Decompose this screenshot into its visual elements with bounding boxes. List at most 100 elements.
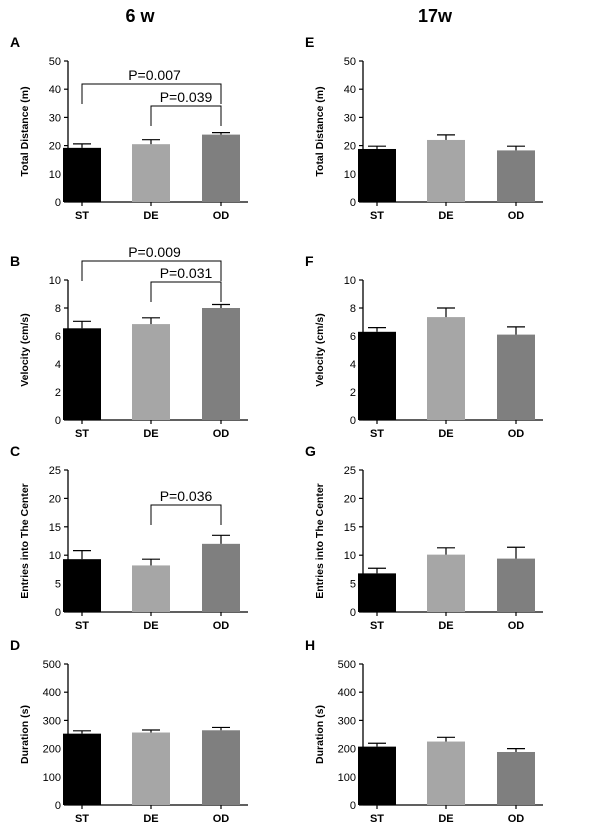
panel-h-ytick-label: 100 (338, 772, 356, 784)
panel-d-xtick-label-st: ST (75, 813, 89, 825)
panel-h-xtick-label-st: ST (370, 813, 384, 825)
panel-g-letter: G (305, 443, 316, 459)
panel-e-bar-de (427, 139, 465, 202)
panel-b-xtick-label-od: OD (213, 428, 230, 440)
panel-f-xtick-label-st: ST (370, 428, 384, 440)
panel-b-bar-de (132, 324, 170, 420)
panel-d-bar-st (63, 733, 101, 805)
panel-f-ytick-label: 6 (350, 331, 356, 343)
panel-e-ytick-label: 10 (344, 169, 356, 181)
panel-f-ytick-label: 0 (350, 415, 356, 427)
panel-a-sig-bracket (150, 105, 222, 126)
panel-e-letter: E (305, 34, 314, 50)
panel-b-ytick-label: 0 (55, 415, 61, 427)
panel-a-sig-bracket (81, 83, 222, 104)
panel-c-sig-label: P=0.036 (160, 488, 213, 504)
panel-f-bar-de (427, 317, 465, 420)
panel-c-y-axis-label: Entries into The Center (19, 483, 31, 599)
panel-d-y-axis-label: Duration (s) (19, 705, 31, 764)
panel-d-ytick-label: 300 (43, 715, 61, 727)
panel-b-ytick-label: 6 (55, 331, 61, 343)
panel-g-ytick-label: 0 (350, 607, 356, 619)
panel-a-sig-label: P=0.039 (160, 89, 213, 105)
panel-e-ytick-label: 30 (344, 112, 356, 124)
panel-g-bar-od (497, 558, 535, 612)
panel-f-letter: F (305, 253, 314, 269)
panel-g-xtick-label-od: OD (508, 620, 525, 632)
panel-d-ytick-label: 400 (43, 687, 61, 699)
panel-b-y-axis-label: Velocity (cm/s) (19, 313, 31, 387)
panel-e-ytick-label: 50 (344, 56, 356, 68)
panel-c-letter: C (10, 443, 20, 459)
panel-b: B 0 2 4 6 8 10 Velocity (cm/s) ST DE OD P=0.009 P=0.… (10, 244, 248, 440)
panel-c-bar-de (132, 565, 170, 612)
panel-e-ytick-label: 40 (344, 84, 356, 96)
panel-c-xtick-label-od: OD (213, 620, 230, 632)
panel-c-ytick-label: 0 (55, 607, 61, 619)
panel-a: A 0 10 20 30 40 50 Total Distance (m) ST DE OD P=0.… (10, 34, 248, 222)
panel-a-ytick-label: 50 (49, 56, 61, 68)
panel-f-ytick-label: 10 (344, 275, 356, 287)
panel-d-xtick-label-od: OD (213, 813, 230, 825)
panel-a-xtick-label-od: OD (213, 210, 230, 222)
panel-h-y-axis-label: Duration (s) (314, 705, 326, 764)
panel-h: H 0 100 200 300 400 500 Duration (s) ST DE OD (305, 637, 543, 825)
panel-b-ytick-label: 8 (55, 303, 61, 315)
panel-g-ytick-label: 20 (344, 493, 356, 505)
panel-c-ytick-label: 25 (49, 465, 61, 477)
panel-a-ytick-label: 30 (49, 112, 61, 124)
panel-c: C 0 5 10 15 20 25 Entries into The Center ST DE OD… (10, 443, 248, 632)
panel-h-ytick-label: 500 (338, 659, 356, 671)
panel-f-xtick-label-od: OD (508, 428, 525, 440)
panel-g-ytick-label: 5 (350, 579, 356, 591)
panel-b-bar-od (202, 308, 240, 420)
panel-h-ytick-label: 400 (338, 687, 356, 699)
panel-b-xtick-label-de: DE (143, 428, 158, 440)
panel-h-ytick-label: 200 (338, 744, 356, 756)
panel-a-bar-st (63, 147, 101, 202)
panel-e-xtick-label-st: ST (370, 210, 384, 222)
panel-f-bar-od (497, 334, 535, 420)
panel-g-xtick-label-st: ST (370, 620, 384, 632)
panel-b-ytick-label: 2 (55, 387, 61, 399)
panel-g-ytick-label: 25 (344, 465, 356, 477)
panel-d-bar-de (132, 732, 170, 805)
panel-a-xtick-label-de: DE (143, 210, 158, 222)
panel-d-ytick-label: 500 (43, 659, 61, 671)
panel-h-bar-st (358, 746, 396, 805)
panel-d-ytick-label: 200 (43, 744, 61, 756)
panel-d-xtick-label-de: DE (143, 813, 158, 825)
panel-a-y-axis-label: Total Distance (m) (19, 86, 31, 176)
panel-b-letter: B (10, 253, 20, 269)
panel-h-bar-od (497, 751, 535, 805)
panel-a-ytick-label: 40 (49, 84, 61, 96)
panel-g-ytick-label: 15 (344, 522, 356, 534)
panel-e-bar-od (497, 150, 535, 202)
panel-c-bar-st (63, 559, 101, 612)
panel-g-y-axis-label: Entries into The Center (314, 483, 326, 599)
panel-a-ytick-label: 10 (49, 169, 61, 181)
panel-c-xtick-label-de: DE (143, 620, 158, 632)
panel-d: D 0 100 200 300 400 500 Duration (s) ST DE OD (10, 637, 248, 825)
panel-c-ytick-label: 20 (49, 493, 61, 505)
panel-a-xtick-label-st: ST (75, 210, 89, 222)
panel-a-ytick-label: 0 (55, 197, 61, 209)
panel-e-xtick-label-de: DE (438, 210, 453, 222)
panel-d-ytick-label: 100 (43, 772, 61, 784)
panel-c-ytick-label: 10 (49, 550, 61, 562)
panel-b-ytick-label: 4 (55, 359, 61, 371)
panel-h-xtick-label-od: OD (508, 813, 525, 825)
panel-e-ytick-label: 0 (350, 197, 356, 209)
panel-h-xtick-label-de: DE (438, 813, 453, 825)
panel-f-ytick-label: 4 (350, 359, 356, 371)
panel-b-ytick-label: 10 (49, 275, 61, 287)
panel-a-ytick-label: 20 (49, 141, 61, 153)
column-title-6w: 6 w (125, 6, 155, 26)
panel-b-sig-bracket (150, 281, 222, 302)
panel-c-ytick-label: 5 (55, 579, 61, 591)
panel-g-bar-de (427, 554, 465, 612)
panel-d-ytick-label: 0 (55, 800, 61, 812)
panel-a-bar-od (202, 134, 240, 202)
panel-f-bar-st (358, 331, 396, 420)
panel-h-ytick-label: 300 (338, 715, 356, 727)
